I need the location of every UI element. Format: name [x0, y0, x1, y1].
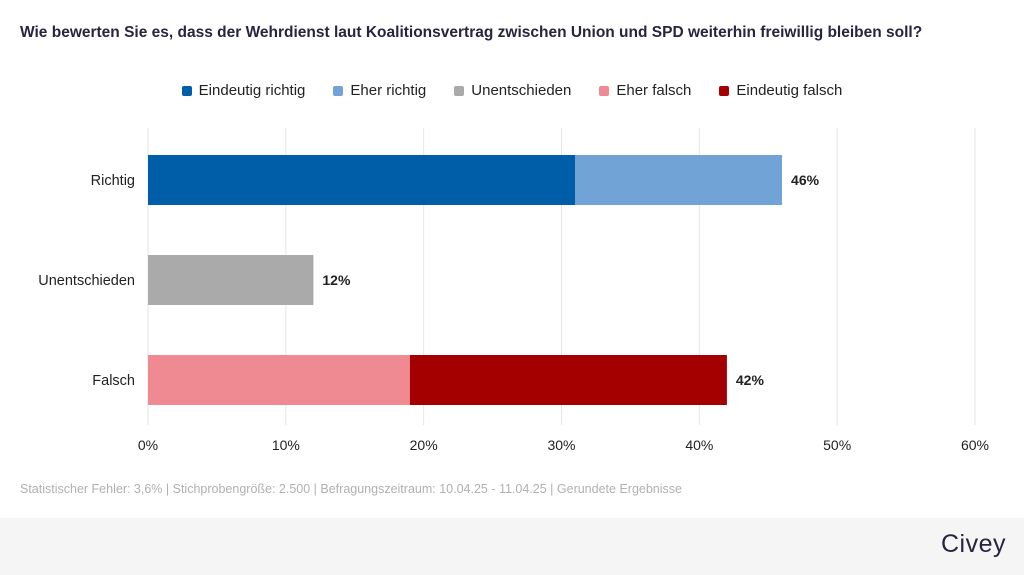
y-category-label: Falsch — [92, 373, 135, 389]
x-tick-label: 40% — [685, 437, 713, 453]
legend-swatch — [333, 85, 344, 96]
legend-label: Eindeutig richtig — [198, 82, 306, 99]
bar-total-label: 42% — [736, 372, 765, 388]
legend-item-eher-falsch: Eher falsch — [599, 82, 691, 99]
legend-swatch — [181, 85, 192, 96]
x-tick-label: 20% — [410, 437, 438, 453]
brand-logo: Civey — [940, 530, 1006, 558]
bar-total-label: 12% — [322, 272, 351, 288]
bar-total-label: 46% — [791, 172, 820, 188]
bar-chart: 0% 10% 20% 30% 40% 50% 60% Richtig 46% Unentschie… — [38, 128, 989, 453]
bar-segment — [409, 355, 727, 405]
legend-item-eher-richtig: Eher richtig — [333, 82, 426, 99]
legend-item-eindeutig-falsch: Eindeutig falsch — [719, 82, 842, 99]
x-tick-label: 0% — [138, 437, 158, 453]
legend-item-eindeutig-richtig: Eindeutig richtig — [181, 82, 306, 99]
bar-segment — [148, 155, 576, 205]
x-tick-label: 50% — [823, 437, 851, 453]
legend-label: Eher richtig — [350, 82, 427, 99]
x-tick-label: 30% — [547, 437, 575, 453]
legend-swatch — [599, 85, 610, 96]
legend-label: Eher falsch — [616, 82, 692, 99]
bar-segment — [575, 155, 783, 205]
bar-segment — [148, 355, 410, 405]
footnote: Statistischer Fehler: 3,6% | Stichproben… — [20, 482, 682, 496]
x-tick-label: 10% — [272, 437, 300, 453]
y-category-label: Unentschieden — [38, 273, 135, 289]
bar-segment — [148, 255, 314, 305]
legend-label: Eindeutig falsch — [736, 82, 843, 99]
legend-swatch — [454, 85, 465, 96]
y-category-label: Richtig — [91, 173, 135, 189]
legend-item-unentschieden: Unentschieden — [454, 82, 571, 99]
chart-legend: Eindeutig richtig Eher richtig Unentschi… — [0, 82, 1024, 99]
legend-swatch — [719, 85, 730, 96]
chart-title: Wie bewerten Sie es, dass der Wehrdienst… — [20, 24, 923, 41]
footer-bar: Civey — [0, 518, 1024, 575]
x-tick-label: 60% — [961, 437, 989, 453]
legend-label: Unentschieden — [471, 82, 572, 99]
